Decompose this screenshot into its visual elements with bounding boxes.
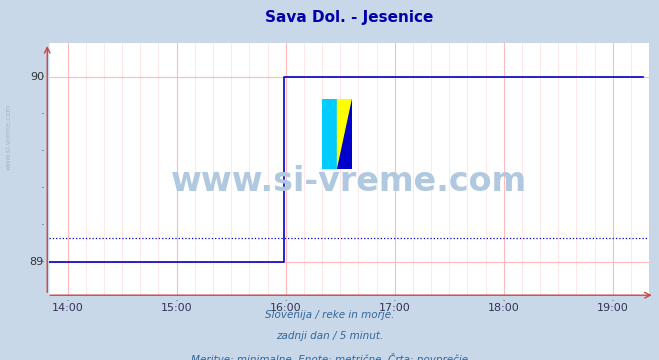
Text: Slovenija / reke in morje.: Slovenija / reke in morje. xyxy=(265,310,394,320)
Text: zadnji dan / 5 minut.: zadnji dan / 5 minut. xyxy=(276,331,383,341)
Polygon shape xyxy=(337,99,353,169)
Text: www.si-vreme.com: www.si-vreme.com xyxy=(171,165,527,198)
Text: 15:00: 15:00 xyxy=(161,303,192,312)
Text: Sava Dol. - Jesenice: Sava Dol. - Jesenice xyxy=(265,10,434,25)
Text: 17:00: 17:00 xyxy=(379,303,411,312)
Text: 14:00: 14:00 xyxy=(52,303,84,312)
Text: 89: 89 xyxy=(30,257,44,267)
Text: www.si-vreme.com: www.si-vreme.com xyxy=(5,104,11,170)
Text: 90: 90 xyxy=(30,72,44,82)
Text: Meritve: minimalne  Enote: metrične  Črta: povprečje: Meritve: minimalne Enote: metrične Črta:… xyxy=(191,353,468,360)
Text: 16:00: 16:00 xyxy=(270,303,302,312)
Polygon shape xyxy=(322,99,337,169)
Polygon shape xyxy=(337,99,353,169)
Text: 19:00: 19:00 xyxy=(597,303,629,312)
Text: 18:00: 18:00 xyxy=(488,303,520,312)
